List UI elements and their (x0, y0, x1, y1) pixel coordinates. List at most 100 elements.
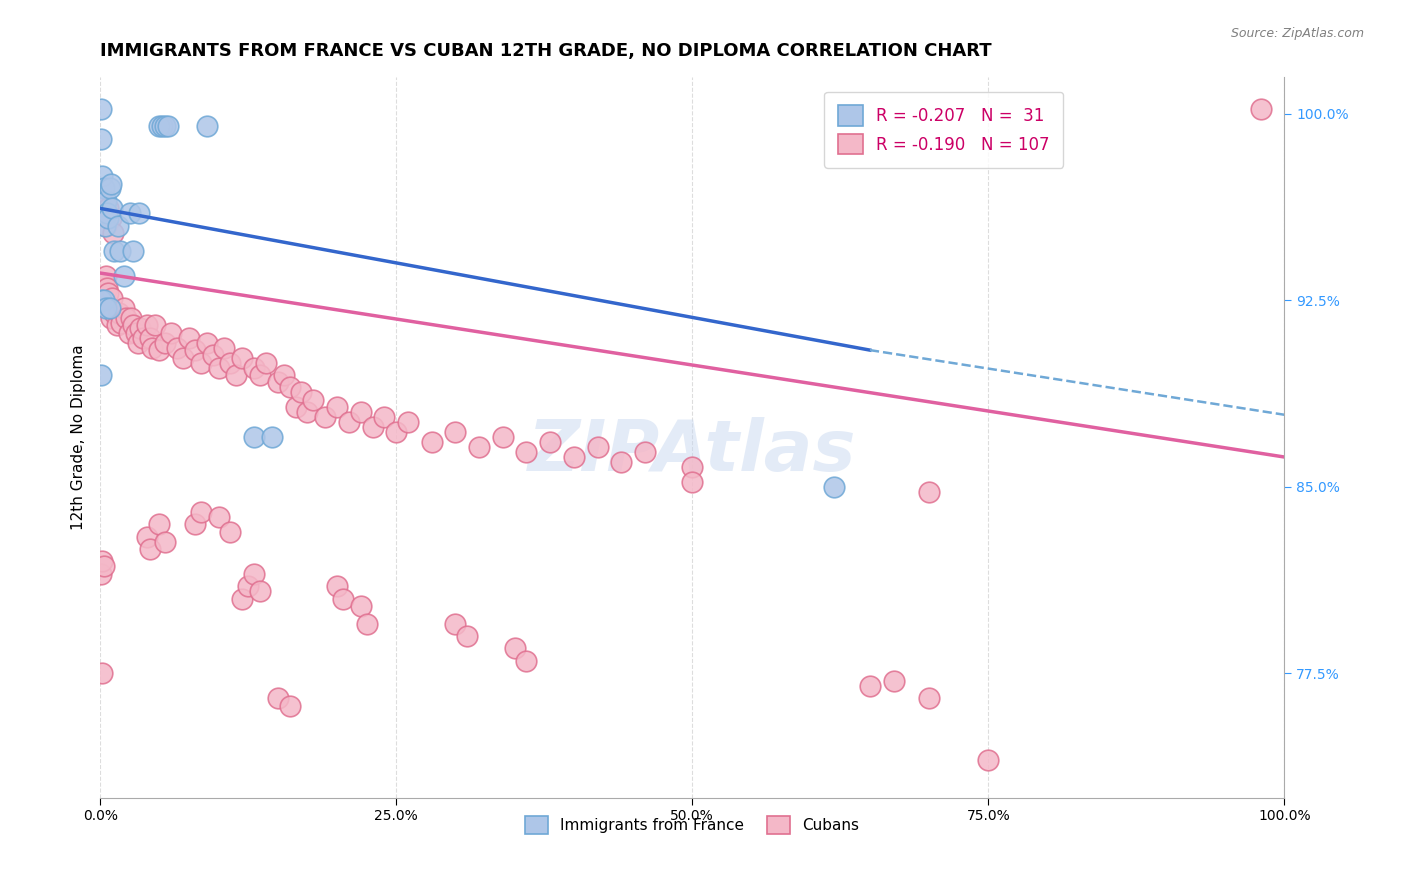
Point (610, 455, 633, 469)
Point (155, 120, 177, 134)
Point (219, 524, 242, 539)
Point (314, 410, 336, 425)
Point (94, 268, 117, 283)
Point (94, 219, 117, 233)
Point (243, 430, 266, 444)
Point (100, 211, 122, 226)
Point (156, 120, 179, 134)
Point (681, 475, 703, 489)
Point (118, 206, 141, 220)
Point (105, 318, 128, 333)
Point (166, 341, 188, 355)
Point (444, 425, 467, 439)
Point (112, 301, 135, 315)
Point (515, 654, 537, 668)
Point (290, 385, 312, 400)
Point (254, 355, 277, 369)
Point (90, 281, 112, 295)
Point (184, 343, 207, 357)
Point (350, 405, 373, 419)
Point (93, 293, 115, 308)
Point (93, 181, 115, 195)
Point (249, 368, 271, 382)
Point (219, 355, 242, 369)
Text: Source: ZipAtlas.com: Source: ZipAtlas.com (1230, 27, 1364, 40)
Point (238, 579, 260, 593)
Point (90, 293, 112, 308)
Point (302, 392, 325, 407)
Point (373, 410, 395, 425)
Point (93, 559, 115, 574)
Point (97, 202, 120, 216)
Point (112, 268, 135, 283)
Point (110, 244, 132, 258)
Point (110, 316, 132, 330)
Point (492, 430, 515, 444)
Point (278, 698, 301, 713)
Point (823, 480, 845, 494)
Text: ZIPAtlas: ZIPAtlas (529, 417, 856, 486)
Point (201, 348, 224, 362)
Point (284, 401, 307, 415)
Point (101, 291, 124, 305)
Point (91, 666, 114, 681)
Point (231, 591, 253, 606)
Point (243, 566, 266, 581)
Point (90, 368, 112, 382)
Point (127, 335, 149, 350)
Point (90, 566, 112, 581)
Point (139, 331, 162, 345)
Point (108, 306, 131, 320)
Point (150, 120, 173, 134)
Point (456, 629, 478, 643)
Point (100, 177, 122, 191)
Point (101, 226, 124, 240)
Point (177, 331, 200, 345)
Point (141, 341, 163, 355)
Y-axis label: 12th Grade, No Diploma: 12th Grade, No Diploma (72, 344, 86, 530)
Point (94, 301, 117, 315)
Point (143, 318, 166, 333)
Point (249, 584, 271, 599)
Point (444, 616, 467, 631)
Point (96, 206, 118, 220)
Point (101, 202, 124, 216)
Point (96, 281, 118, 295)
Point (115, 310, 138, 325)
Point (136, 530, 159, 544)
Point (243, 360, 266, 375)
Point (918, 484, 941, 499)
Point (124, 326, 146, 340)
Point (195, 335, 218, 350)
Point (634, 445, 657, 459)
Point (148, 517, 170, 532)
Point (503, 641, 526, 656)
Point (98, 181, 121, 195)
Point (100, 310, 122, 325)
Point (160, 326, 183, 340)
Point (172, 351, 194, 365)
Point (396, 415, 419, 429)
Point (350, 599, 373, 614)
Point (122, 244, 145, 258)
Point (681, 460, 703, 475)
Point (586, 440, 609, 454)
Point (538, 435, 561, 450)
Point (94, 194, 117, 208)
Point (195, 120, 218, 134)
Point (207, 360, 229, 375)
Point (273, 368, 295, 382)
Point (128, 206, 150, 220)
Point (148, 120, 170, 134)
Point (103, 306, 125, 320)
Point (231, 351, 253, 365)
Point (91, 169, 114, 183)
Point (97, 211, 120, 226)
Point (107, 219, 129, 233)
Point (214, 341, 236, 355)
Text: IMMIGRANTS FROM FRANCE VS CUBAN 12TH GRADE, NO DIPLOMA CORRELATION CHART: IMMIGRANTS FROM FRANCE VS CUBAN 12TH GRA… (100, 42, 991, 60)
Point (1250, 102, 1272, 116)
Point (326, 579, 349, 593)
Point (91, 554, 114, 568)
Point (190, 355, 212, 369)
